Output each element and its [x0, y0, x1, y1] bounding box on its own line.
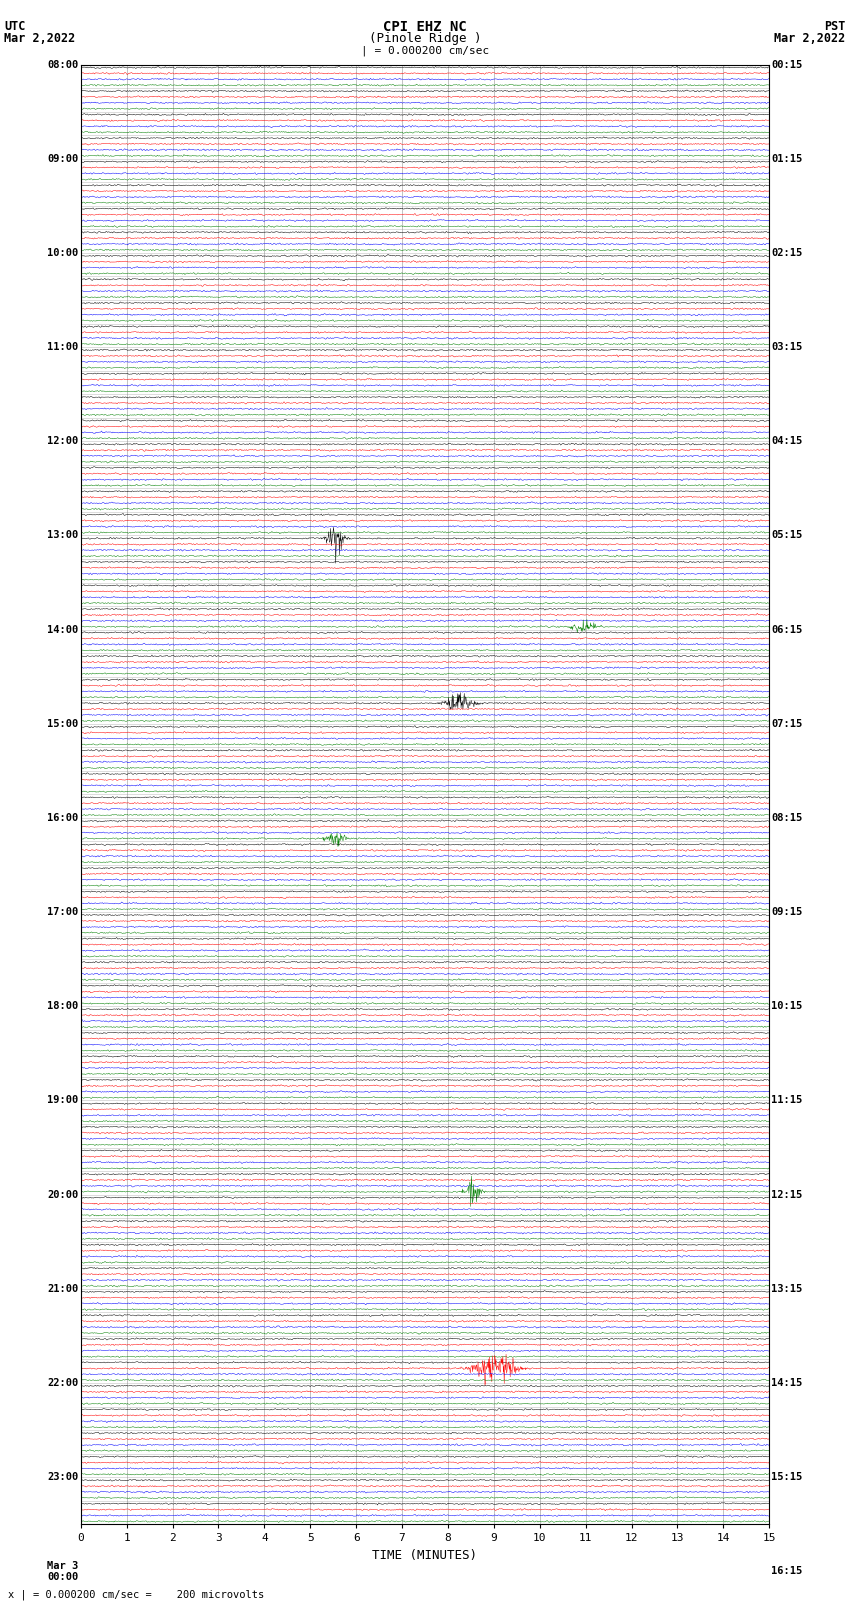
Text: CPI EHZ NC: CPI EHZ NC: [383, 19, 467, 34]
Text: 12:15: 12:15: [771, 1190, 802, 1200]
Text: x | = 0.000200 cm/sec =    200 microvolts: x | = 0.000200 cm/sec = 200 microvolts: [8, 1589, 264, 1600]
Text: 15:00: 15:00: [48, 719, 79, 729]
Text: 16:00: 16:00: [48, 813, 79, 823]
Text: 17:00: 17:00: [48, 907, 79, 918]
Text: 00:15: 00:15: [771, 60, 802, 69]
Text: 15:15: 15:15: [771, 1473, 802, 1482]
Text: 19:00: 19:00: [48, 1095, 79, 1105]
Text: UTC: UTC: [4, 19, 26, 34]
Text: 13:15: 13:15: [771, 1284, 802, 1294]
Text: 14:15: 14:15: [771, 1378, 802, 1389]
Text: 16:15: 16:15: [771, 1566, 802, 1576]
Text: 03:15: 03:15: [771, 342, 802, 352]
Text: 02:15: 02:15: [771, 248, 802, 258]
Text: 07:15: 07:15: [771, 719, 802, 729]
Text: Mar 2,2022: Mar 2,2022: [4, 32, 76, 45]
X-axis label: TIME (MINUTES): TIME (MINUTES): [372, 1548, 478, 1561]
Text: 14:00: 14:00: [48, 624, 79, 634]
Text: 04:15: 04:15: [771, 436, 802, 447]
Text: 13:00: 13:00: [48, 531, 79, 540]
Text: PST: PST: [824, 19, 846, 34]
Text: 12:00: 12:00: [48, 436, 79, 447]
Text: 09:00: 09:00: [48, 153, 79, 163]
Text: Mar 3
00:00: Mar 3 00:00: [48, 1560, 79, 1582]
Text: 05:15: 05:15: [771, 531, 802, 540]
Text: 11:00: 11:00: [48, 342, 79, 352]
Text: 23:00: 23:00: [48, 1473, 79, 1482]
Text: | = 0.000200 cm/sec: | = 0.000200 cm/sec: [361, 45, 489, 56]
Text: 09:15: 09:15: [771, 907, 802, 918]
Text: 08:15: 08:15: [771, 813, 802, 823]
Text: 06:15: 06:15: [771, 624, 802, 634]
Text: 21:00: 21:00: [48, 1284, 79, 1294]
Text: 18:00: 18:00: [48, 1002, 79, 1011]
Text: 08:00: 08:00: [48, 60, 79, 69]
Text: Mar 2,2022: Mar 2,2022: [774, 32, 846, 45]
Text: 20:00: 20:00: [48, 1190, 79, 1200]
Text: 10:00: 10:00: [48, 248, 79, 258]
Text: 11:15: 11:15: [771, 1095, 802, 1105]
Text: 10:15: 10:15: [771, 1002, 802, 1011]
Text: 01:15: 01:15: [771, 153, 802, 163]
Text: 22:00: 22:00: [48, 1378, 79, 1389]
Text: (Pinole Ridge ): (Pinole Ridge ): [369, 32, 481, 45]
